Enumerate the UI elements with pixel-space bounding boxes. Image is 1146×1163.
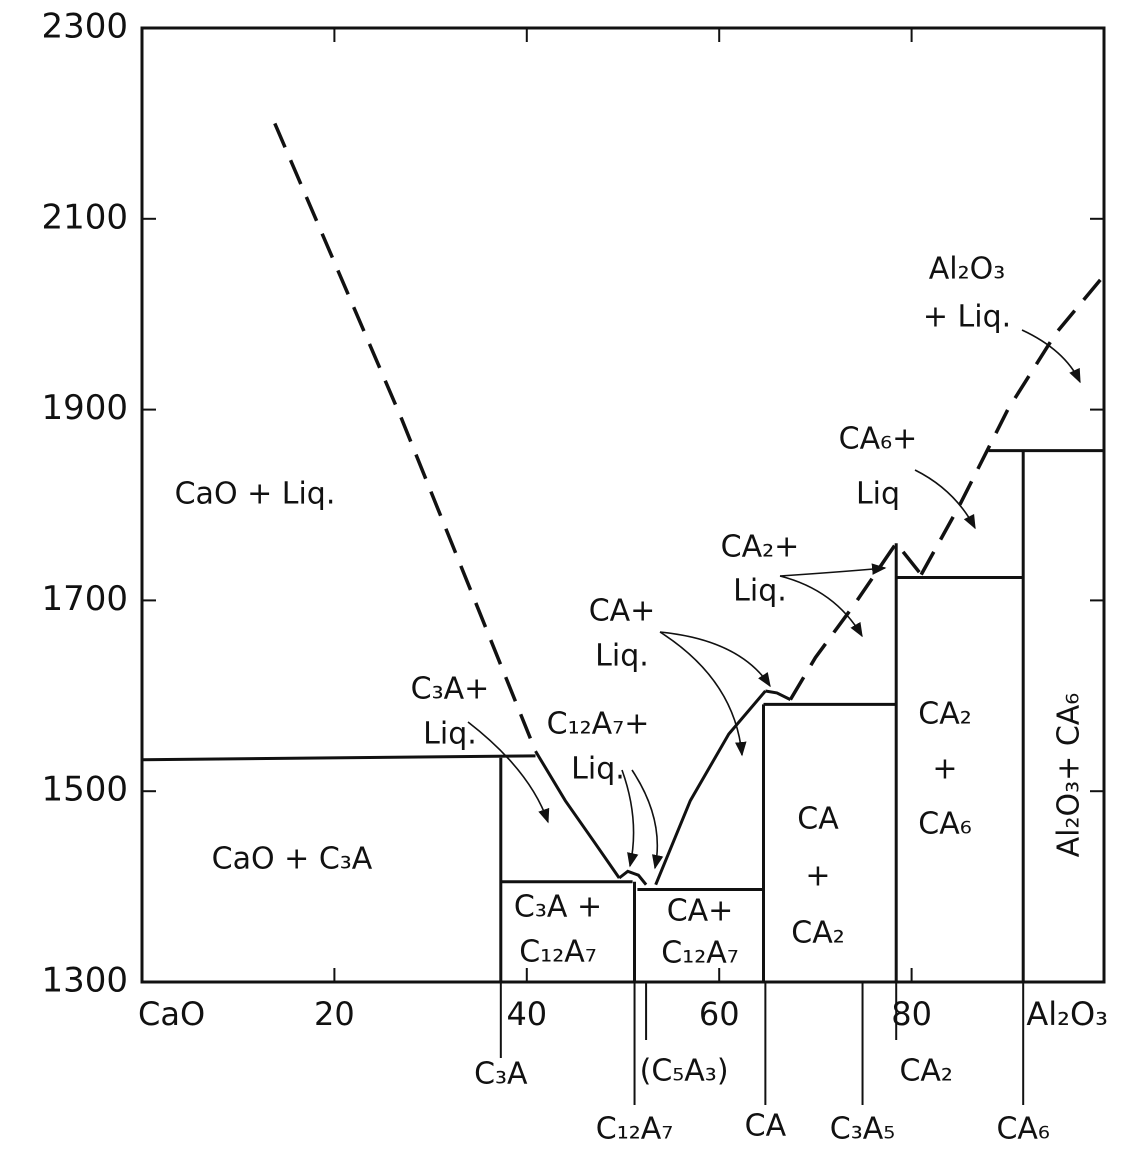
- y-tick-label: 1500: [41, 770, 128, 810]
- region-label: CA₆+: [839, 422, 918, 457]
- region-label: C₁₂A₇+: [547, 707, 650, 742]
- arrow: [631, 769, 664, 870]
- phase-boundary: [788, 540, 923, 701]
- compound-label: CA₆: [996, 1112, 1050, 1147]
- y-tick-label: 1700: [41, 579, 128, 619]
- x-tick-label: Al₂O₃: [1026, 995, 1108, 1033]
- y-tick-label: 1300: [41, 961, 128, 1001]
- compound-label: C₃A₅: [830, 1112, 896, 1147]
- arrows: [467, 329, 1081, 870]
- phase-boundary: [765, 689, 792, 701]
- x-tick-label: 20: [314, 995, 355, 1033]
- region-label: Al₂O₃+ CA₆: [1052, 693, 1087, 858]
- arrow: [621, 769, 639, 868]
- plot-frame: [140, 26, 1106, 984]
- region-label: +: [932, 752, 957, 787]
- phase-boundary: [534, 750, 621, 879]
- arrow: [779, 575, 863, 638]
- compound-label: (C₅A₃): [640, 1054, 729, 1089]
- y-tick-label: 2100: [41, 197, 128, 237]
- x-tick-label: 60: [699, 995, 740, 1033]
- compound-label: CA₂: [899, 1054, 953, 1089]
- compound-label: C₁₂A₇: [596, 1112, 674, 1147]
- region-label: CaO + C₃A: [212, 842, 373, 877]
- y-tick-label: 2300: [41, 7, 128, 47]
- region-label: C₃A+: [411, 672, 490, 707]
- region-label: Liq.: [733, 574, 787, 609]
- phase-boundary: [654, 690, 767, 886]
- region-label: Liq: [856, 477, 900, 512]
- arrow: [914, 469, 976, 530]
- region-label: + Liq.: [923, 300, 1011, 335]
- arrow: [659, 631, 747, 757]
- x-tick-label: CaO: [138, 995, 205, 1033]
- arrow: [1021, 329, 1081, 384]
- phase-boundary: [273, 122, 538, 752]
- arrow: [659, 631, 771, 688]
- arrow: [467, 721, 550, 824]
- region-label: Al₂O₃: [929, 252, 1006, 287]
- region-label: Liq.: [423, 717, 477, 752]
- arrow: [779, 563, 887, 577]
- region-label: CA: [797, 802, 839, 837]
- compound-label: C₃A: [474, 1057, 528, 1092]
- region-label: C₃A +: [514, 890, 602, 925]
- phase-boundary: [141, 754, 536, 762]
- region-label: +: [805, 859, 830, 894]
- region-label: CA₆: [918, 807, 972, 842]
- x-tick-label: 40: [506, 995, 547, 1033]
- region-label: Liq.: [595, 639, 649, 674]
- phase-boundary: [618, 869, 648, 886]
- region-label: C₁₂A₇: [661, 936, 739, 971]
- compound-label: CA: [745, 1109, 787, 1144]
- y-tick-label: 1900: [41, 388, 128, 428]
- region-label: CA+: [589, 594, 656, 629]
- region-label: CA+: [667, 894, 734, 929]
- region-label: CA₂: [918, 697, 972, 732]
- region-label: C₁₂A₇: [519, 935, 597, 970]
- phase-boundary: [919, 272, 1108, 576]
- region-label: CA₂: [791, 916, 845, 951]
- x-tick-label: 80: [891, 995, 932, 1033]
- region-label: Liq.: [571, 752, 625, 787]
- region-label: CA₂+: [721, 530, 800, 565]
- region-label: CaO + Liq.: [175, 477, 336, 512]
